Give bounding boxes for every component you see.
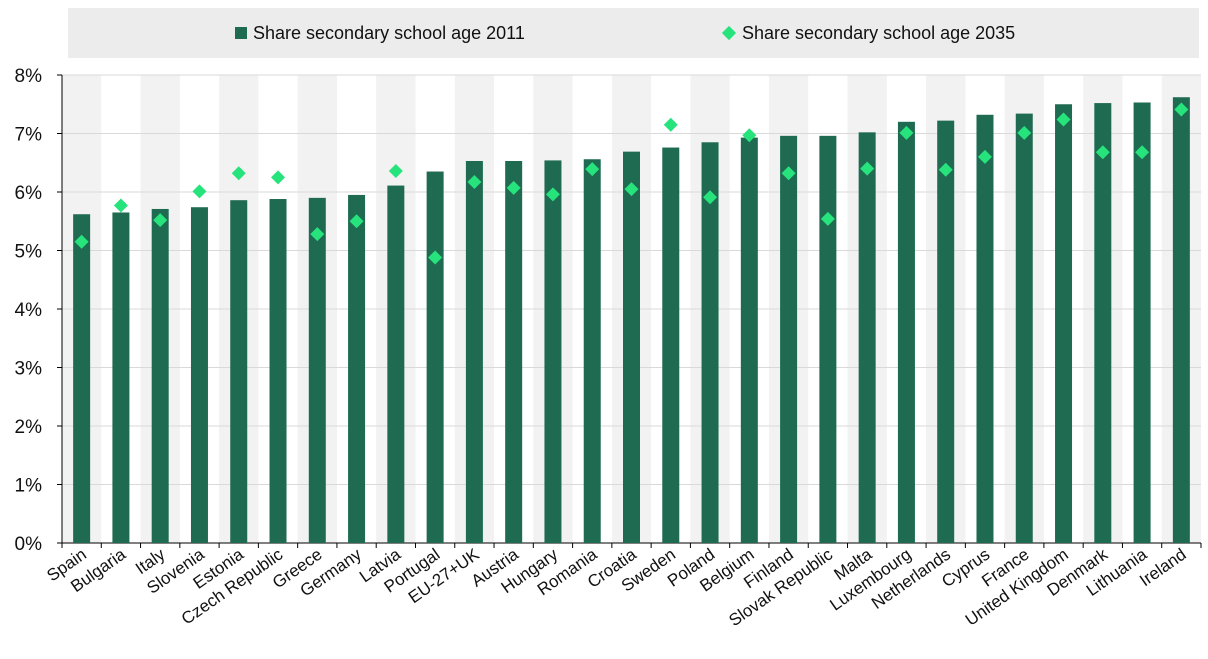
bar <box>112 212 130 543</box>
marker <box>467 175 482 190</box>
marker <box>899 125 914 140</box>
bar <box>976 114 994 543</box>
y-tick-label: 6% <box>15 183 43 204</box>
bar <box>387 185 405 543</box>
y-tick-label: 4% <box>15 300 43 321</box>
bar <box>897 121 915 544</box>
marker <box>428 250 443 265</box>
y-tick-label: 1% <box>15 476 43 497</box>
marker <box>1135 145 1150 160</box>
bar <box>1133 102 1151 544</box>
bar <box>819 135 837 543</box>
marker <box>231 166 246 181</box>
marker <box>113 198 128 213</box>
legend-bar-swatch-icon <box>235 27 247 39</box>
legend-item-2011: Share secondary school age 2011 <box>235 8 525 58</box>
marker <box>820 211 835 226</box>
bar <box>662 147 680 544</box>
bar <box>348 194 366 544</box>
marker <box>1174 102 1189 117</box>
y-tick-label: 5% <box>15 242 43 263</box>
bar <box>937 120 955 543</box>
bar <box>73 214 91 544</box>
marker <box>860 161 875 176</box>
bar <box>151 208 169 543</box>
bar <box>780 135 798 543</box>
bar <box>1172 97 1190 543</box>
marker <box>938 162 953 177</box>
bar <box>190 207 208 543</box>
bar <box>583 159 601 544</box>
marker <box>74 234 89 249</box>
y-tick-label: 0% <box>15 534 43 555</box>
bar <box>701 142 719 543</box>
marker <box>1056 112 1071 127</box>
marker <box>781 166 796 181</box>
marker <box>153 213 168 228</box>
bar <box>623 151 640 543</box>
bar <box>230 200 248 543</box>
y-tick-label: 7% <box>15 125 43 146</box>
marker <box>506 180 521 195</box>
bar <box>505 160 523 543</box>
bar <box>740 137 758 543</box>
bar <box>269 199 287 543</box>
bar <box>544 160 562 543</box>
legend-label-2011: Share secondary school age 2011 <box>253 22 525 43</box>
y-tick-label: 8% <box>15 66 43 87</box>
legend-label-2035: Share secondary school age 2035 <box>742 22 1016 43</box>
marker <box>977 149 992 164</box>
marker <box>192 184 207 199</box>
marker <box>1017 125 1032 140</box>
bar <box>426 171 444 543</box>
legend: Share secondary school age 2011 Share se… <box>68 8 1199 58</box>
y-tick-label: 3% <box>15 359 43 380</box>
legend-item-2035: Share secondary school age 2035 <box>721 8 1016 58</box>
bar <box>308 197 326 543</box>
bar <box>465 160 483 543</box>
marker <box>349 214 364 229</box>
marker <box>545 187 560 202</box>
bar <box>1094 103 1112 543</box>
marker <box>1095 145 1110 160</box>
bar <box>858 132 876 543</box>
bar <box>1055 104 1073 543</box>
marker <box>663 117 678 132</box>
y-tick-label: 2% <box>15 417 43 438</box>
bar <box>1015 113 1033 544</box>
marker <box>624 182 639 197</box>
marker <box>703 190 718 205</box>
marker <box>742 128 757 143</box>
marker <box>585 162 600 177</box>
marker <box>388 163 403 178</box>
marker <box>310 227 325 242</box>
marker <box>271 170 286 185</box>
